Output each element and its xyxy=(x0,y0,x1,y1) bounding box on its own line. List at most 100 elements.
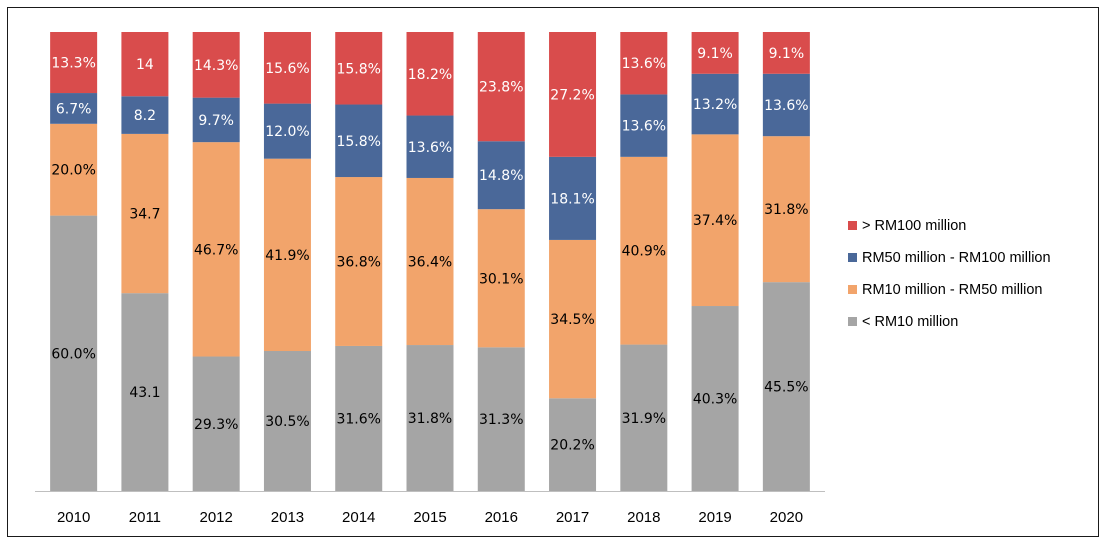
bar-segment-2010-s1 xyxy=(50,123,98,216)
bar-segment-2013-s3 xyxy=(263,32,311,104)
data-label-2015-s2: 13.6% xyxy=(408,140,452,156)
bar-segment-2019-s3 xyxy=(691,32,739,74)
bar-segment-2019-s2 xyxy=(691,73,739,135)
data-label-2015-s0: 31.8% xyxy=(408,411,452,427)
data-label-2012-s1: 46.7% xyxy=(194,242,238,258)
x-tick-label-2018: 2018 xyxy=(627,509,660,526)
data-label-2014-s0: 31.6% xyxy=(336,411,380,427)
x-tick-label-2010: 2010 xyxy=(57,509,90,526)
data-label-2017-s1: 34.5% xyxy=(550,312,594,328)
legend-label-s1: RM10 million - RM50 million xyxy=(862,282,1043,298)
bar-segment-2018-s0 xyxy=(620,344,668,491)
data-label-2010-s1: 20.0% xyxy=(51,163,95,179)
bar-segment-2012-s1 xyxy=(192,142,240,357)
data-label-2013-s2: 12.0% xyxy=(265,124,309,140)
bar-segment-2013-s1 xyxy=(263,158,311,352)
bar-segment-2011-s2 xyxy=(121,96,169,134)
x-tick-label-2019: 2019 xyxy=(698,509,731,526)
legend-label-s0: < RM10 million xyxy=(862,314,958,330)
data-label-2018-s1: 40.9% xyxy=(622,244,666,260)
data-label-2011-s3: 14 xyxy=(136,57,154,73)
data-label-2015-s1: 36.4% xyxy=(408,255,452,271)
bar-segment-2017-s3 xyxy=(549,32,597,157)
bar-segment-2015-s1 xyxy=(406,177,454,346)
legend-swatch-s1 xyxy=(848,285,857,294)
bar-segment-2018-s3 xyxy=(620,32,668,95)
legend-label-s2: RM50 million - RM100 million xyxy=(862,250,1051,266)
x-tick-label-2017: 2017 xyxy=(556,509,589,526)
bars-layer xyxy=(50,32,810,491)
bar-segment-2012-s0 xyxy=(192,356,240,491)
x-tick-label-2011: 2011 xyxy=(129,509,161,526)
data-label-2019-s0: 40.3% xyxy=(693,392,737,408)
data-label-2014-s3: 15.8% xyxy=(336,61,380,77)
data-label-2017-s3: 27.2% xyxy=(550,87,594,103)
data-label-2015-s3: 18.2% xyxy=(408,67,452,83)
legend-swatch-s2 xyxy=(848,253,857,262)
bar-segment-2017-s0 xyxy=(549,398,597,491)
x-axis: 2010 2011 2012 2013 2014 2015 2016 2017 2018 2019… xyxy=(35,491,825,526)
data-label-2013-s1: 41.9% xyxy=(265,248,309,264)
bar-segment-2011-s0 xyxy=(121,293,169,491)
data-label-2017-s0: 20.2% xyxy=(550,438,594,454)
bar-segment-2019-s1 xyxy=(691,134,739,307)
bar-segment-2018-s1 xyxy=(620,156,668,345)
data-label-2020-s0: 45.5% xyxy=(764,380,808,396)
data-label-2010-s2: 6.7% xyxy=(56,101,92,117)
bar-segment-2016-s0 xyxy=(477,347,525,491)
bar-segment-2016-s1 xyxy=(477,209,525,348)
data-label-2010-s0: 60.0% xyxy=(51,346,95,362)
bar-segment-2017-s1 xyxy=(549,239,597,399)
bar-segment-2015-s0 xyxy=(406,345,454,491)
bar-segment-2012-s3 xyxy=(192,32,240,98)
bar-segment-2015-s3 xyxy=(406,32,454,116)
data-label-2011-s2: 8.2 xyxy=(134,108,156,124)
data-label-2019-s1: 37.4% xyxy=(693,213,737,229)
data-label-2020-s2: 13.6% xyxy=(764,98,808,114)
bar-segment-2013-s0 xyxy=(263,351,311,491)
data-label-2013-s0: 30.5% xyxy=(265,414,309,430)
x-tick-label-2012: 2012 xyxy=(199,509,232,526)
x-tick-label-2020: 2020 xyxy=(770,509,803,526)
data-label-2018-s0: 31.9% xyxy=(622,411,666,427)
bar-segment-2020-s0 xyxy=(762,282,810,491)
data-label-2014-s1: 36.8% xyxy=(336,255,380,271)
data-label-2013-s3: 15.6% xyxy=(265,61,309,77)
data-label-2016-s2: 14.8% xyxy=(479,168,523,184)
data-label-2011-s1: 34.7 xyxy=(129,207,160,223)
x-tick-label-2015: 2015 xyxy=(413,509,446,526)
bar-segment-2014-s2 xyxy=(335,104,383,178)
bar-segment-2010-s2 xyxy=(50,93,98,124)
bar-segment-2014-s3 xyxy=(335,32,383,105)
bar-segment-2016-s2 xyxy=(477,141,525,210)
data-label-2018-s2: 13.6% xyxy=(622,119,666,135)
data-label-2019-s2: 13.2% xyxy=(693,97,737,113)
bar-segment-2011-s1 xyxy=(121,133,169,294)
data-label-2010-s3: 13.3% xyxy=(51,56,95,72)
bar-segment-2020-s2 xyxy=(762,73,810,137)
x-tick-label-2014: 2014 xyxy=(342,509,375,526)
data-label-2016-s0: 31.3% xyxy=(479,412,523,428)
legend: > RM100 million RM50 million - RM100 mill… xyxy=(848,218,1051,330)
bar-segment-2017-s2 xyxy=(549,156,597,240)
bar-segment-2011-s3 xyxy=(121,32,169,97)
data-label-2014-s2: 15.8% xyxy=(336,134,380,150)
bar-segment-2014-s1 xyxy=(335,177,383,346)
bar-segment-2014-s0 xyxy=(335,345,383,491)
bar-segment-2018-s2 xyxy=(620,94,668,157)
data-label-2011-s0: 43.1 xyxy=(129,385,160,401)
data-label-2012-s0: 29.3% xyxy=(194,417,238,433)
data-label-2020-s1: 31.8% xyxy=(764,202,808,218)
legend-label-s3: > RM100 million xyxy=(862,218,966,234)
legend-swatch-s0 xyxy=(848,317,857,326)
data-label-2012-s2: 9.7% xyxy=(198,113,234,129)
data-label-2020-s3: 9.1% xyxy=(769,46,805,62)
x-tick-label-2016: 2016 xyxy=(485,509,518,526)
bar-segment-2013-s2 xyxy=(263,103,311,159)
bar-segment-2016-s3 xyxy=(477,32,525,142)
data-label-2017-s2: 18.1% xyxy=(550,191,594,207)
data-label-2019-s3: 9.1% xyxy=(697,46,733,62)
bar-segment-2020-s1 xyxy=(762,136,810,283)
bar-segment-2015-s2 xyxy=(406,115,454,178)
